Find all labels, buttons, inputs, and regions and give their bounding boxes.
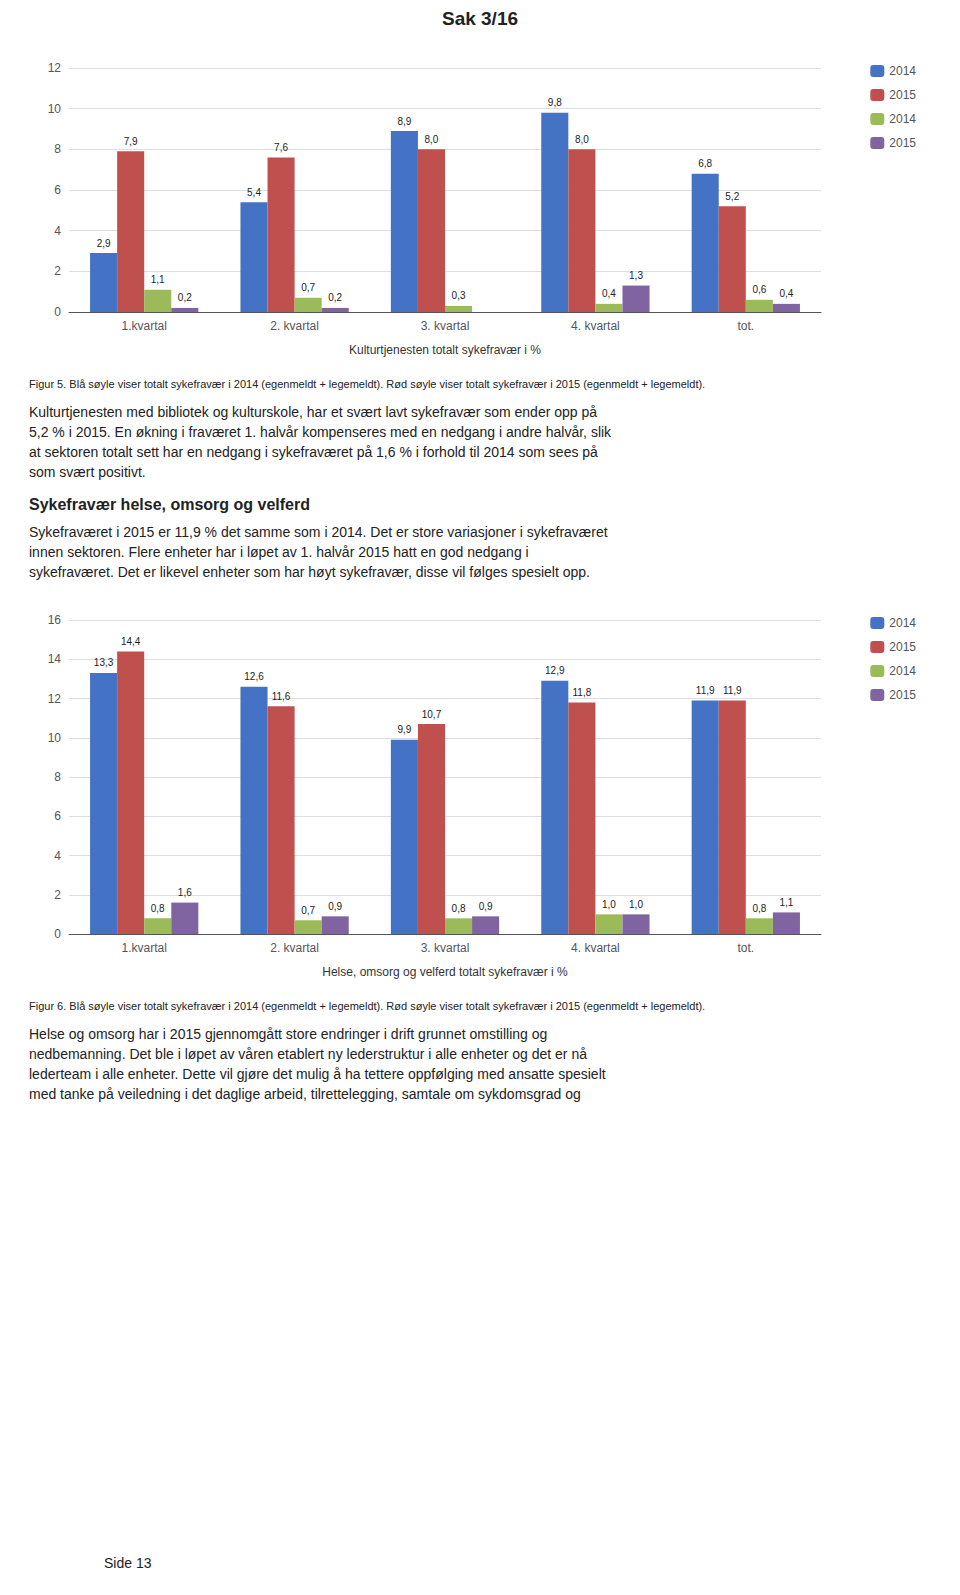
svg-text:0,4: 0,4 bbox=[779, 288, 793, 299]
html-text:Sykefravær helse, omsorg og ve: Sykefravær helse, omsorg og velferd bbox=[29, 496, 310, 513]
svg-text:tot.: tot. bbox=[737, 319, 754, 333]
svg-text:7,9: 7,9 bbox=[124, 136, 138, 147]
svg-text:14,4: 14,4 bbox=[121, 636, 141, 647]
svg-text:10: 10 bbox=[48, 731, 62, 745]
html-text:Sak 3/16: Sak 3/16 bbox=[442, 8, 518, 29]
svg-text:12,6: 12,6 bbox=[244, 671, 264, 682]
svg-text:2: 2 bbox=[54, 888, 61, 902]
svg-text:2015: 2015 bbox=[889, 640, 916, 654]
svg-text:0,8: 0,8 bbox=[752, 903, 766, 914]
svg-text:5,2: 5,2 bbox=[725, 191, 739, 202]
svg-text:4. kvartal: 4. kvartal bbox=[571, 941, 620, 955]
svg-text:1.kvartal: 1.kvartal bbox=[122, 319, 167, 333]
svg-text:8,9: 8,9 bbox=[397, 116, 411, 127]
svg-text:2015: 2015 bbox=[889, 136, 916, 150]
svg-text:11,9: 11,9 bbox=[696, 685, 715, 696]
svg-text:12: 12 bbox=[48, 61, 62, 75]
svg-text:11,8: 11,8 bbox=[572, 687, 591, 698]
svg-text:2014: 2014 bbox=[889, 64, 916, 78]
svg-text:0,4: 0,4 bbox=[602, 288, 616, 299]
svg-text:9,8: 9,8 bbox=[548, 97, 562, 108]
svg-text:Kulturtjenesten totalt sykefra: Kulturtjenesten totalt sykefravær i % bbox=[349, 343, 541, 357]
svg-text:13,3: 13,3 bbox=[94, 657, 114, 668]
svg-text:8,0: 8,0 bbox=[425, 134, 439, 145]
html-text:med tanke på veiledning i det: med tanke på veiledning i det daglige ar… bbox=[29, 1086, 581, 1102]
svg-text:4: 4 bbox=[54, 849, 61, 863]
html-text:Sykefraværet i 2015 er 11,9 %: Sykefraværet i 2015 er 11,9 % det samme … bbox=[29, 524, 608, 540]
html-text:at sektoren totalt sett har en: at sektoren totalt sett har en nedgang i… bbox=[29, 444, 598, 460]
svg-text:6,8: 6,8 bbox=[698, 158, 712, 169]
svg-text:0,3: 0,3 bbox=[452, 290, 466, 301]
svg-text:0,8: 0,8 bbox=[151, 903, 165, 914]
svg-text:Helse, omsorg og velferd total: Helse, omsorg og velferd totalt sykefrav… bbox=[322, 965, 568, 979]
svg-text:0: 0 bbox=[54, 305, 61, 319]
html-text:Side 13: Side 13 bbox=[104, 1555, 152, 1571]
svg-text:0,8: 0,8 bbox=[452, 903, 466, 914]
html-text:Kulturtjenesten med bibliotek: Kulturtjenesten med bibliotek og kulturs… bbox=[29, 404, 598, 420]
svg-text:7,6: 7,6 bbox=[274, 142, 288, 153]
svg-text:16: 16 bbox=[48, 613, 62, 627]
svg-text:2. kvartal: 2. kvartal bbox=[270, 941, 319, 955]
svg-text:12: 12 bbox=[48, 692, 62, 706]
html-text:som svært positivt.: som svært positivt. bbox=[29, 464, 146, 480]
svg-text:8,0: 8,0 bbox=[575, 134, 589, 145]
svg-text:0,6: 0,6 bbox=[752, 284, 766, 295]
html-text:5,2 % i 2015. En økning i frav: 5,2 % i 2015. En økning i fraværet 1. ha… bbox=[29, 424, 612, 440]
svg-text:1.kvartal: 1.kvartal bbox=[122, 941, 167, 955]
svg-text:0,2: 0,2 bbox=[328, 292, 342, 303]
svg-text:12,9: 12,9 bbox=[545, 665, 565, 676]
html-text:sykefraværet. Det er likevel e: sykefraværet. Det er likevel enheter som… bbox=[29, 564, 590, 580]
svg-text:1,1: 1,1 bbox=[779, 897, 793, 908]
svg-text:0,2: 0,2 bbox=[178, 292, 192, 303]
svg-text:4. kvartal: 4. kvartal bbox=[571, 319, 620, 333]
svg-text:2014: 2014 bbox=[889, 616, 916, 630]
html-text:lederteam i alle enheter. Dett: lederteam i alle enheter. Dette vil gjør… bbox=[29, 1066, 606, 1082]
svg-text:1,6: 1,6 bbox=[178, 887, 192, 898]
svg-text:3. kvartal: 3. kvartal bbox=[421, 319, 470, 333]
svg-text:8: 8 bbox=[54, 142, 61, 156]
svg-text:1,3: 1,3 bbox=[629, 270, 643, 281]
svg-text:tot.: tot. bbox=[737, 941, 754, 955]
svg-text:0: 0 bbox=[54, 927, 61, 941]
html-text:Figur 5. Blå søyle viser total: Figur 5. Blå søyle viser totalt sykefrav… bbox=[29, 378, 706, 390]
svg-text:3. kvartal: 3. kvartal bbox=[421, 941, 470, 955]
svg-text:1,1: 1,1 bbox=[151, 274, 165, 285]
svg-text:0,7: 0,7 bbox=[301, 282, 315, 293]
svg-text:11,6: 11,6 bbox=[272, 691, 291, 702]
svg-text:1,0: 1,0 bbox=[602, 899, 616, 910]
svg-text:9,9: 9,9 bbox=[397, 724, 411, 735]
svg-text:4: 4 bbox=[54, 224, 61, 238]
svg-text:0,9: 0,9 bbox=[479, 901, 493, 912]
svg-text:1,0: 1,0 bbox=[629, 899, 643, 910]
svg-text:2014: 2014 bbox=[889, 112, 916, 126]
svg-text:14: 14 bbox=[48, 652, 62, 666]
svg-text:2: 2 bbox=[54, 264, 61, 278]
svg-text:2014: 2014 bbox=[889, 664, 916, 678]
svg-text:6: 6 bbox=[54, 809, 61, 823]
html-text:innen sektoren. Flere enheter: innen sektoren. Flere enheter har i løpe… bbox=[29, 544, 529, 560]
html-text:nedbemanning. Det ble i løpet: nedbemanning. Det ble i løpet av våren e… bbox=[29, 1046, 587, 1062]
svg-text:2015: 2015 bbox=[889, 88, 916, 102]
svg-text:0,9: 0,9 bbox=[328, 901, 342, 912]
svg-text:11,9: 11,9 bbox=[723, 685, 742, 696]
svg-text:10,7: 10,7 bbox=[422, 709, 442, 720]
svg-text:2. kvartal: 2. kvartal bbox=[270, 319, 319, 333]
svg-text:10: 10 bbox=[48, 102, 62, 116]
html-text:Helse og omsorg har i 2015 gje: Helse og omsorg har i 2015 gjennomgått s… bbox=[29, 1026, 548, 1042]
svg-text:2015: 2015 bbox=[889, 688, 916, 702]
svg-text:2,9: 2,9 bbox=[97, 238, 111, 249]
svg-text:8: 8 bbox=[54, 770, 61, 784]
svg-text:5,4: 5,4 bbox=[247, 187, 261, 198]
html-text:Figur 6. Blå søyle viser total: Figur 6. Blå søyle viser totalt sykefrav… bbox=[29, 1000, 706, 1012]
svg-text:0,7: 0,7 bbox=[301, 905, 315, 916]
svg-text:6: 6 bbox=[54, 183, 61, 197]
